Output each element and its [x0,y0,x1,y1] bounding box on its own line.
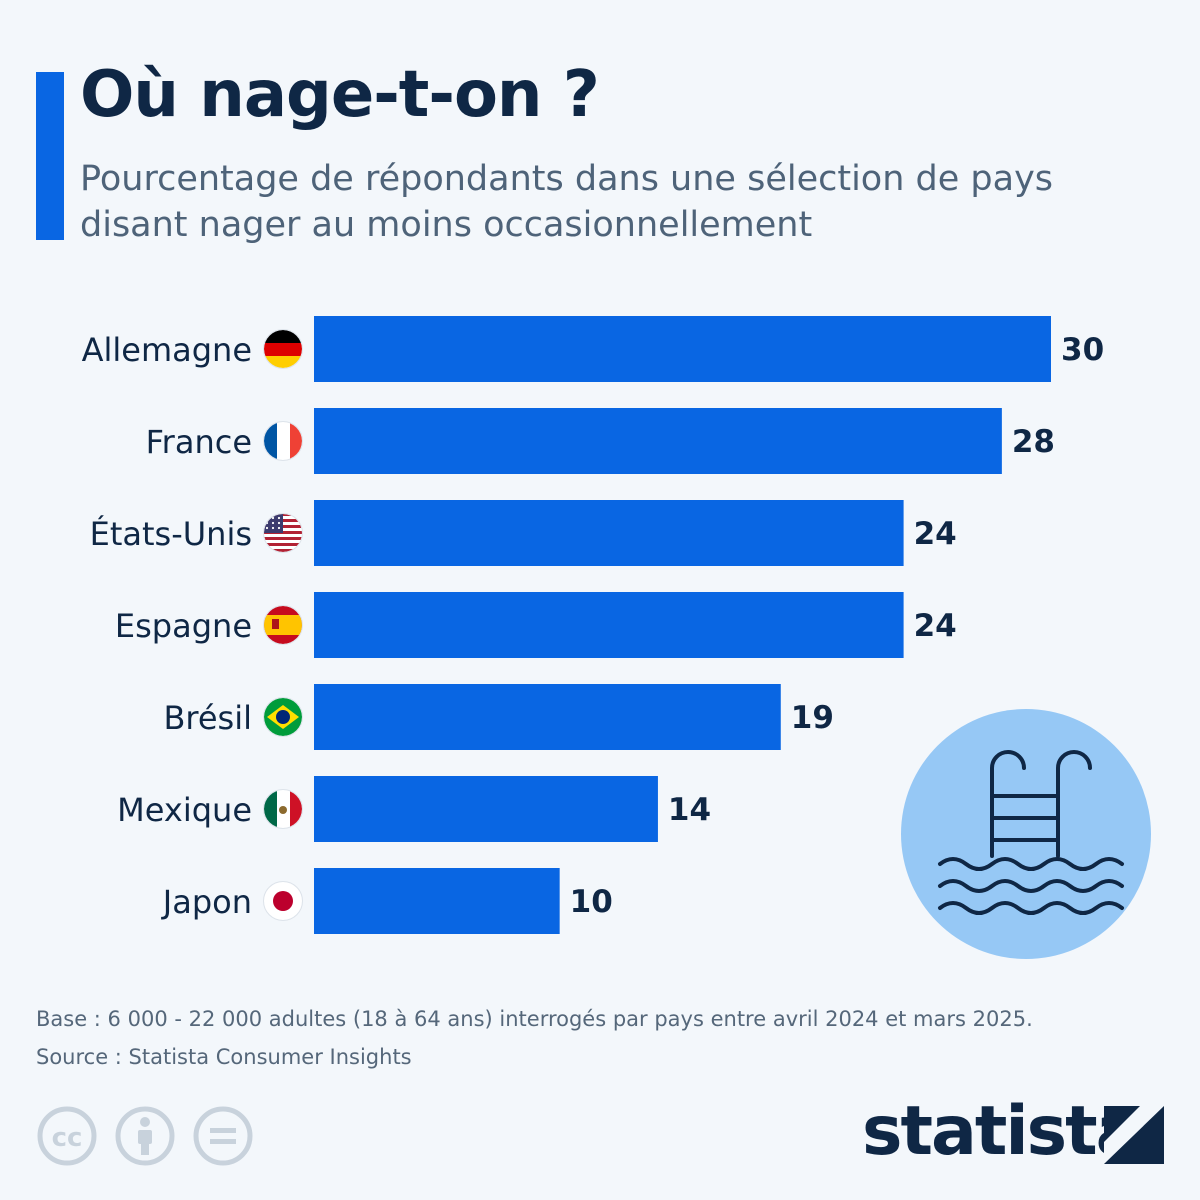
footnote: Base : 6 000 - 22 000 adultes (18 à 64 a… [36,1000,1033,1076]
statista-logo[interactable]: statista [862,1092,1142,1171]
value-label: 28 [1012,424,1055,460]
category-label: Brésil [163,699,252,737]
category-label: États-Unis [90,515,252,553]
category-label: Espagne [115,607,252,645]
category-label: Mexique [117,791,252,829]
value-label: 24 [914,608,957,644]
statista-logo-icon [1104,1106,1164,1164]
bar [314,592,904,658]
usa-flag-icon [263,513,303,553]
bar [314,500,904,566]
no-derivatives-icon[interactable] [193,1106,253,1166]
japan-flag-icon [263,881,303,921]
brazil-flag-icon [263,697,303,737]
chart-title: Où nage-t-on ? [80,58,600,132]
category-label: France [146,423,252,461]
chart-subtitle: Pourcentage de répondants dans une sélec… [80,159,1054,245]
value-label: 10 [570,884,613,920]
title-accent-bar [36,72,64,240]
attribution-icon[interactable] [115,1106,175,1166]
bar [314,776,658,842]
category-label: Japon [161,883,252,921]
cc-icon[interactable]: cc [37,1106,97,1166]
license-icons: cc [37,1106,253,1166]
footnote-base: Base : 6 000 - 22 000 adultes (18 à 64 a… [36,1007,1033,1031]
value-label: 19 [791,700,834,736]
svg-text:cc: cc [52,1123,83,1153]
bar [314,684,781,750]
footnote-source: Source : Statista Consumer Insights [36,1045,412,1069]
bar [314,408,1002,474]
bar [314,868,560,934]
france-flag-icon [263,421,303,461]
value-label: 14 [668,792,711,828]
bar-chart: Allemagne 30 France 28 États-Unis 24 Espagne 24… [82,316,1104,934]
swimming-pool-icon [901,709,1151,959]
value-label: 30 [1061,332,1104,368]
mexico-flag-icon [263,789,303,829]
bar [314,316,1051,382]
category-label: Allemagne [82,331,252,369]
germany-flag-icon [263,329,303,369]
spain-flag-icon [263,605,303,645]
value-label: 24 [914,516,957,552]
